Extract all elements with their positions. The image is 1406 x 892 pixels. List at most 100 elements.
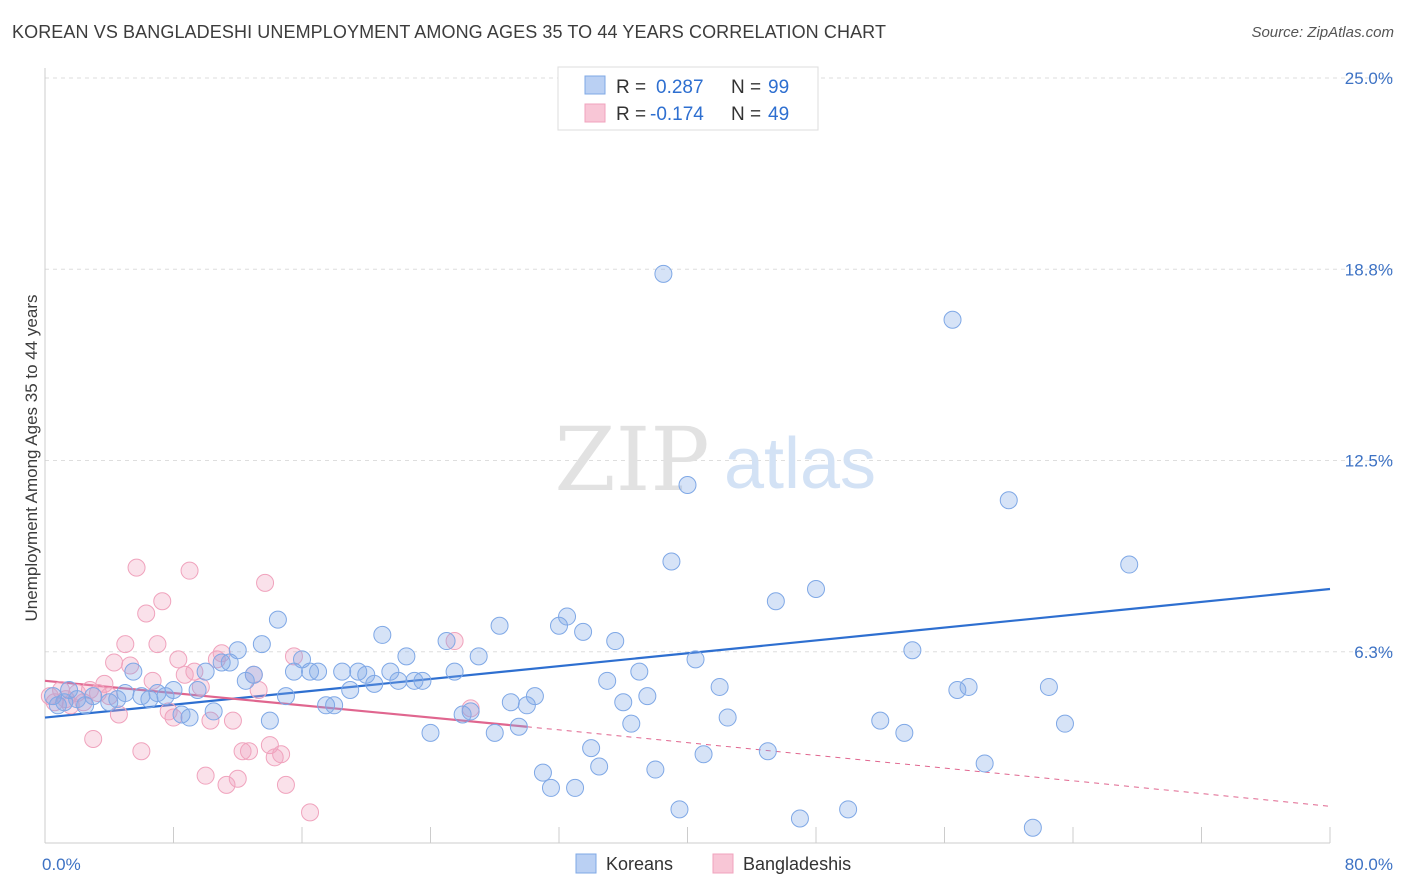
point-bangladeshis-21 [153, 592, 172, 611]
point-koreans-91 [948, 681, 967, 699]
point-bangladeshis-25 [175, 665, 194, 684]
point-koreans-20 [204, 702, 223, 721]
point-koreans-92 [959, 677, 978, 696]
point-bangladeshis-14 [116, 635, 135, 654]
point-bangladeshis-46 [301, 803, 320, 822]
y-axis-label: Unemployment Among Ages 35 to 44 years [22, 295, 41, 622]
point-koreans-82 [758, 742, 777, 761]
point-koreans-60 [541, 778, 560, 797]
point-bangladeshis-34 [223, 711, 242, 730]
legend-swatch-bangladeshis [584, 103, 606, 123]
point-koreans-36 [333, 662, 352, 681]
point-koreans-28 [268, 610, 287, 629]
point-bangladeshis-18 [137, 604, 156, 623]
legend-r-label-2: R = [616, 104, 646, 125]
point-koreans-62 [558, 607, 577, 626]
point-koreans-49 [445, 662, 464, 681]
point-koreans-83 [766, 592, 785, 611]
y-tick-label-2: 18.8% [1345, 260, 1393, 279]
bottom-legend-koreans: Koreans [606, 854, 673, 874]
point-koreans-37 [341, 681, 360, 699]
point-koreans-68 [606, 632, 625, 651]
point-koreans-53 [485, 723, 504, 742]
point-koreans-97 [1055, 714, 1074, 733]
point-koreans-44 [397, 647, 416, 666]
point-bangladeshis-36 [233, 742, 252, 761]
point-koreans-41 [373, 625, 392, 644]
point-koreans-71 [630, 662, 649, 681]
point-koreans-59 [533, 763, 552, 782]
point-koreans-52 [469, 647, 488, 666]
trend-line-bangladeshis-extension [526, 726, 1331, 807]
point-koreans-84 [790, 809, 809, 828]
point-koreans-15 [164, 681, 183, 699]
legend-box: R = 0.287 N = 99 R = -0.174 N = 49 [557, 66, 819, 131]
point-koreans-96 [1039, 677, 1058, 696]
point-koreans-10 [124, 662, 143, 681]
legend-swatch-koreans [584, 75, 606, 95]
point-koreans-93 [975, 754, 994, 773]
point-koreans-25 [244, 665, 263, 684]
point-bangladeshis-35 [228, 769, 247, 788]
point-bangladeshis-26 [180, 561, 199, 580]
point-bangladeshis-8 [84, 729, 103, 748]
x-tick-label-1: 80.0% [1345, 855, 1393, 874]
legend-r-label-1: R = [616, 77, 646, 98]
point-koreans-26 [252, 635, 271, 654]
legend-n-label-1: N = [731, 77, 761, 98]
watermark-atlas: atlas [724, 424, 876, 504]
point-bangladeshis-16 [127, 558, 146, 577]
legend-r-value-2: -0.174 [650, 104, 704, 125]
bottom-legend-swatch-koreans [575, 853, 597, 874]
point-koreans-89 [903, 641, 922, 660]
point-bangladeshis-33 [217, 775, 236, 794]
point-koreans-78 [686, 650, 705, 669]
point-koreans-95 [1023, 818, 1042, 837]
point-koreans-18 [188, 681, 207, 699]
point-koreans-29 [276, 687, 295, 706]
legend-n-value-1: 99 [768, 77, 789, 98]
point-bangladeshis-43 [272, 745, 291, 764]
point-bangladeshis-29 [196, 766, 215, 785]
chart-title: KOREAN VS BANGLADESHI UNEMPLOYMENT AMONG… [12, 22, 887, 42]
point-koreans-9 [116, 684, 135, 703]
point-koreans-47 [421, 723, 440, 742]
point-koreans-51 [461, 702, 480, 721]
point-koreans-55 [501, 693, 520, 712]
bottom-legend-swatch-bangladeshis [712, 853, 734, 874]
point-koreans-63 [566, 778, 585, 797]
point-bangladeshis-44 [276, 775, 295, 794]
x-tick-label-0: 0.0% [42, 855, 81, 874]
point-koreans-77 [678, 475, 697, 494]
point-koreans-6 [84, 687, 103, 706]
point-koreans-33 [309, 662, 328, 681]
point-koreans-72 [638, 687, 657, 706]
point-koreans-98 [1120, 555, 1139, 574]
point-koreans-58 [525, 687, 544, 706]
point-koreans-81 [718, 708, 737, 727]
point-bangladeshis-40 [256, 573, 275, 592]
point-koreans-86 [839, 800, 858, 819]
point-koreans-17 [180, 708, 199, 727]
point-koreans-35 [325, 696, 344, 715]
watermark-zip: ZIP [554, 408, 709, 511]
data-points [40, 264, 1139, 837]
point-koreans-40 [365, 674, 384, 693]
point-koreans-69 [614, 693, 633, 712]
point-koreans-46 [413, 671, 432, 690]
point-koreans-80 [710, 677, 729, 696]
trend-line-bangladeshis [44, 679, 527, 728]
grid-lines [45, 77, 1395, 653]
point-bangladeshis-37 [239, 742, 258, 761]
point-koreans-56 [509, 717, 528, 736]
point-bangladeshis-13 [109, 705, 128, 724]
point-koreans-66 [590, 757, 609, 776]
point-koreans-76 [670, 800, 689, 819]
point-koreans-87 [871, 711, 890, 730]
point-koreans-43 [389, 671, 408, 690]
point-koreans-70 [622, 714, 641, 733]
y-tick-label-0: 6.3% [1354, 643, 1393, 662]
point-koreans-79 [694, 745, 713, 764]
bottom-legend: Koreans Bangladeshis [575, 853, 851, 874]
